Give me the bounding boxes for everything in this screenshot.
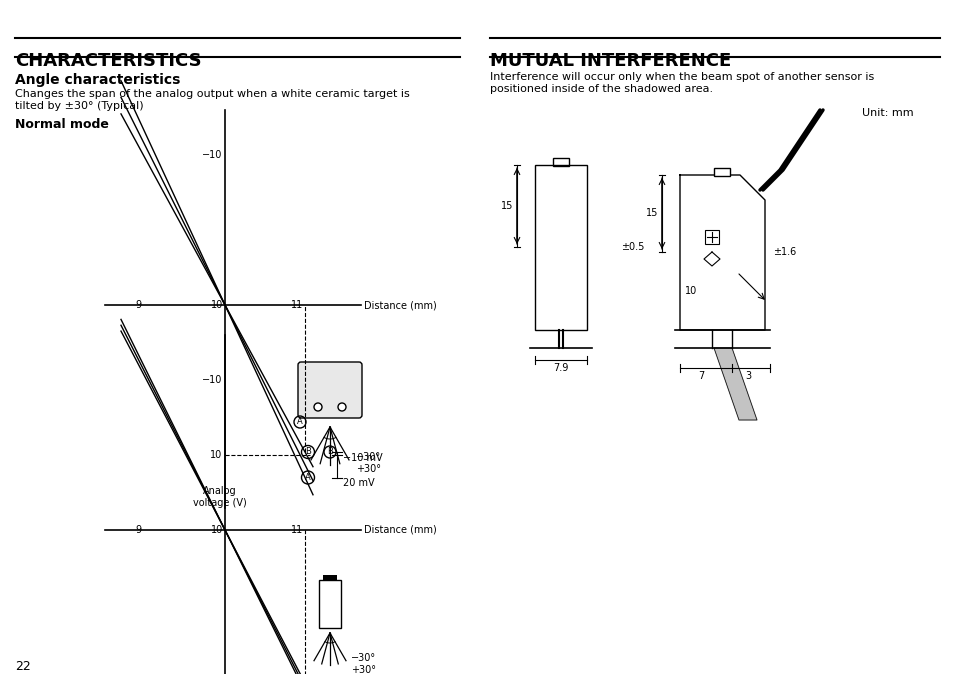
Polygon shape xyxy=(713,348,757,420)
Text: +30°: +30° xyxy=(355,464,380,474)
Text: 3: 3 xyxy=(744,371,750,381)
Text: 10: 10 xyxy=(210,450,222,460)
Bar xyxy=(553,158,568,166)
Text: Unit: mm: Unit: mm xyxy=(862,108,913,118)
Text: Angle characteristics: Angle characteristics xyxy=(15,73,180,87)
Text: Interference will occur only when the beam spot of another sensor is: Interference will occur only when the be… xyxy=(490,72,873,82)
Text: B: B xyxy=(305,448,311,456)
Text: 15: 15 xyxy=(500,201,513,211)
Text: 11: 11 xyxy=(291,300,303,310)
Text: tilted by ±30° (Typical): tilted by ±30° (Typical) xyxy=(15,101,144,111)
Text: 22: 22 xyxy=(15,660,30,673)
Text: 9: 9 xyxy=(135,525,142,535)
Text: −30°: −30° xyxy=(355,452,381,462)
Text: −30°: −30° xyxy=(351,652,375,663)
Text: MUTUAL INTERFERENCE: MUTUAL INTERFERENCE xyxy=(490,52,731,70)
Bar xyxy=(713,168,729,176)
Bar xyxy=(535,165,586,330)
Bar xyxy=(704,230,719,244)
Text: −10: −10 xyxy=(201,150,222,160)
Bar xyxy=(323,575,336,583)
Circle shape xyxy=(337,403,346,411)
Text: 10: 10 xyxy=(211,525,223,535)
Text: A: A xyxy=(296,417,302,427)
Text: 9: 9 xyxy=(135,300,142,310)
Text: −10 mV: −10 mV xyxy=(343,453,382,463)
Text: Distance (mm): Distance (mm) xyxy=(364,525,436,535)
FancyBboxPatch shape xyxy=(297,362,361,418)
Text: Changes the span of the analog output when a white ceramic target is: Changes the span of the analog output wh… xyxy=(15,89,410,99)
Text: CHARACTERISTICS: CHARACTERISTICS xyxy=(15,52,201,70)
Text: 7.9: 7.9 xyxy=(553,363,568,373)
Text: A: A xyxy=(305,473,311,482)
Text: 10: 10 xyxy=(211,300,223,310)
Text: B: B xyxy=(327,448,333,456)
Text: 7: 7 xyxy=(698,371,703,381)
Text: Normal mode: Normal mode xyxy=(15,118,109,131)
Text: Analog
voltage (V): Analog voltage (V) xyxy=(193,486,247,508)
Text: positioned inside of the shadowed area.: positioned inside of the shadowed area. xyxy=(490,84,713,94)
Text: 11: 11 xyxy=(291,525,303,535)
Text: 15: 15 xyxy=(645,208,658,218)
Text: ±0.5: ±0.5 xyxy=(620,242,644,252)
Text: 10: 10 xyxy=(684,286,697,296)
Text: +30°: +30° xyxy=(351,665,375,674)
Bar xyxy=(318,580,340,628)
Text: −10: −10 xyxy=(201,375,222,385)
Text: ±1.6: ±1.6 xyxy=(772,247,796,257)
Text: Distance (mm): Distance (mm) xyxy=(364,300,436,310)
Text: 20 mV: 20 mV xyxy=(343,479,375,489)
Circle shape xyxy=(314,403,322,411)
